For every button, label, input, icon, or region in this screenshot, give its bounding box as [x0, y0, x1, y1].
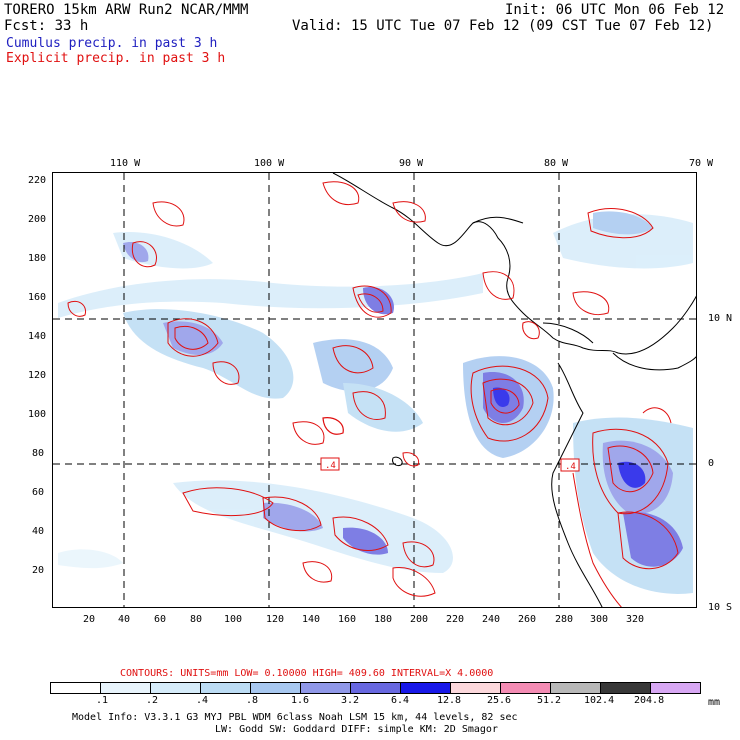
x-tick-100: 100 — [224, 614, 243, 625]
y-tick-40: 40 — [32, 526, 45, 537]
init-time: Init: 06 UTC Mon 06 Feb 12 — [505, 2, 725, 18]
explicit-precip-contours — [67, 181, 679, 607]
colorbar-label-0.4: .4 — [196, 695, 209, 706]
colorbar-unit: mm — [708, 697, 721, 708]
svg-text:.4: .4 — [325, 461, 336, 471]
x-tick-160: 160 — [338, 614, 357, 625]
y-tick-60: 60 — [32, 487, 45, 498]
colorbar-cell-8 — [450, 682, 501, 694]
colorbar-label-6.4: 6.4 — [391, 695, 410, 706]
lat-label-0: 0 — [708, 458, 715, 469]
y-tick-140: 140 — [28, 331, 47, 342]
legend-explicit: Explicit precip. in past 3 h — [6, 51, 226, 66]
colorbar-cell-7 — [400, 682, 451, 694]
contour-info: CONTOURS: UNITS=mm LOW= 0.10000 HIGH= 40… — [120, 668, 494, 679]
model-title: TORERO 15km ARW Run2 NCAR/MMM — [4, 2, 249, 18]
colorbar-label-0.8: .8 — [246, 695, 259, 706]
lat-lon-grid — [53, 173, 696, 607]
colorbar-cell-0 — [50, 682, 101, 694]
cumulus-precip-field — [58, 211, 693, 594]
y-tick-120: 120 — [28, 370, 47, 381]
x-tick-20: 20 — [83, 614, 96, 625]
colorbar-label-0.2: .2 — [146, 695, 159, 706]
x-tick-40: 40 — [118, 614, 131, 625]
x-tick-300: 300 — [590, 614, 609, 625]
colorbar-label-102.4: 102.4 — [584, 695, 615, 706]
x-tick-120: 120 — [266, 614, 285, 625]
physics-info: LW: Godd SW: Goddard DIFF: simple KM: 2D… — [215, 724, 498, 735]
x-tick-80: 80 — [190, 614, 203, 625]
x-tick-140: 140 — [302, 614, 321, 625]
x-tick-240: 240 — [482, 614, 501, 625]
colorbar-label-25.6: 25.6 — [487, 695, 512, 706]
lon-label-80w: 80 W — [544, 158, 569, 169]
colorbar-cell-9 — [500, 682, 551, 694]
colorbar-cell-10 — [550, 682, 601, 694]
x-tick-60: 60 — [154, 614, 167, 625]
colorbar-label-3.2: 3.2 — [341, 695, 360, 706]
colorbar-cell-2 — [150, 682, 201, 694]
contour-label-box-2: .4 — [560, 458, 580, 472]
x-tick-280: 280 — [555, 614, 574, 625]
x-tick-180: 180 — [374, 614, 393, 625]
legend-cumulus: Cumulus precip. in past 3 h — [6, 36, 218, 51]
colorbar-label-204.8: 204.8 — [634, 695, 665, 706]
colorbar-cell-5 — [300, 682, 351, 694]
colorbar-label-12.8: 12.8 — [437, 695, 462, 706]
lon-label-110w: 110 W — [110, 158, 141, 169]
precip-map: .4 .4 — [52, 172, 697, 608]
lon-label-70w: 70 W — [689, 158, 714, 169]
valid-time: Valid: 15 UTC Tue 07 Feb 12 (09 CST Tue … — [292, 18, 714, 34]
x-tick-220: 220 — [446, 614, 465, 625]
colorbar-cell-11 — [600, 682, 651, 694]
lon-label-100w: 100 W — [254, 158, 285, 169]
forecast-hour: Fcst: 33 h — [4, 18, 89, 34]
svg-text:.4: .4 — [565, 462, 576, 472]
lat-label-10n: 10 N — [708, 313, 733, 324]
x-tick-200: 200 — [410, 614, 429, 625]
y-tick-220: 220 — [28, 175, 47, 186]
x-tick-260: 260 — [518, 614, 537, 625]
colorbar-cell-1 — [100, 682, 151, 694]
y-tick-160: 160 — [28, 292, 47, 303]
model-info: Model Info: V3.3.1 G3 MYJ PBL WDM 6class… — [72, 712, 518, 723]
y-tick-20: 20 — [32, 565, 45, 576]
y-tick-180: 180 — [28, 253, 47, 264]
coastlines — [332, 173, 696, 607]
colorbar-label-1.6: 1.6 — [291, 695, 310, 706]
y-tick-100: 100 — [28, 409, 47, 420]
x-tick-320: 320 — [626, 614, 645, 625]
colorbar-cell-3 — [200, 682, 251, 694]
colorbar-cell-4 — [250, 682, 301, 694]
lon-label-90w: 90 W — [399, 158, 424, 169]
colorbar-label-51.2: 51.2 — [537, 695, 562, 706]
contour-label-box-1: .4 — [320, 457, 340, 471]
colorbar-cell-6 — [350, 682, 401, 694]
map-canvas: .4 .4 — [53, 173, 696, 607]
y-tick-200: 200 — [28, 214, 47, 225]
colorbar-cell-12 — [650, 682, 701, 694]
colorbar-label-0.1: .1 — [96, 695, 109, 706]
y-tick-80: 80 — [32, 448, 45, 459]
lat-label-10s: 10 S — [708, 602, 733, 613]
